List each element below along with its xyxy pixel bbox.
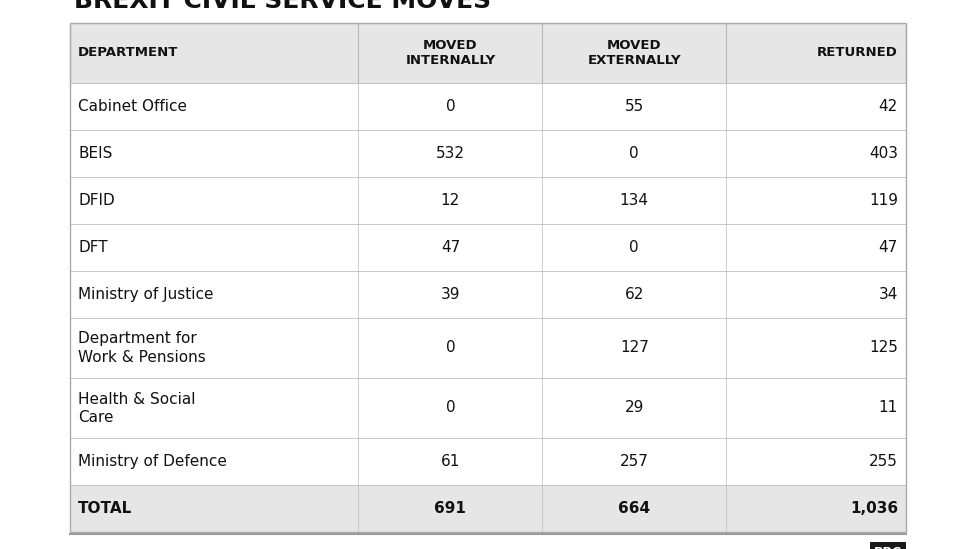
Text: 532: 532 (436, 146, 465, 161)
Bar (70, 224, 906, 271)
Text: 134: 134 (620, 193, 649, 208)
Text: 257: 257 (620, 454, 649, 469)
Bar (70, 271, 906, 318)
Text: 125: 125 (869, 340, 898, 356)
Text: 29: 29 (625, 401, 644, 416)
Text: MOVED
EXTERNALLY: MOVED EXTERNALLY (588, 39, 681, 67)
Text: 0: 0 (446, 340, 455, 356)
Text: 0: 0 (446, 401, 455, 416)
Text: 119: 119 (869, 193, 898, 208)
Bar (70, 23, 906, 83)
Bar (70, 378, 906, 438)
Text: 11: 11 (878, 401, 898, 416)
Bar (70, 438, 906, 485)
Text: 47: 47 (878, 240, 898, 255)
Text: DEPARTMENT: DEPARTMENT (78, 47, 179, 59)
Text: DFID: DFID (78, 193, 115, 208)
Bar (70, 130, 906, 177)
Text: 55: 55 (625, 99, 644, 114)
Text: 127: 127 (620, 340, 649, 356)
Text: Cabinet Office: Cabinet Office (78, 99, 187, 114)
Text: MOVED
INTERNALLY: MOVED INTERNALLY (405, 39, 496, 67)
Text: 39: 39 (440, 287, 460, 302)
Text: Ministry of Justice: Ministry of Justice (78, 287, 214, 302)
Text: 0: 0 (630, 240, 639, 255)
Bar (70, 177, 906, 224)
Bar (70, 83, 906, 130)
Text: 12: 12 (441, 193, 460, 208)
Text: 691: 691 (434, 501, 467, 516)
Text: BEIS: BEIS (78, 146, 112, 161)
Text: RETURNED: RETURNED (817, 47, 898, 59)
Text: BBC: BBC (874, 546, 902, 549)
Text: Health & Social
Care: Health & Social Care (78, 391, 195, 424)
Text: 0: 0 (446, 99, 455, 114)
Bar (870, 542, 906, 549)
Bar (70, 485, 906, 532)
Text: BREXIT CIVIL SERVICE MOVES: BREXIT CIVIL SERVICE MOVES (74, 0, 491, 13)
Text: 1,036: 1,036 (850, 501, 898, 516)
Text: DFT: DFT (78, 240, 107, 255)
Text: 403: 403 (869, 146, 898, 161)
Text: 42: 42 (878, 99, 898, 114)
Text: 664: 664 (618, 501, 650, 516)
Text: 255: 255 (869, 454, 898, 469)
Text: 0: 0 (630, 146, 639, 161)
Text: Department for
Work & Pensions: Department for Work & Pensions (78, 332, 206, 365)
Text: 61: 61 (441, 454, 460, 469)
Text: Ministry of Defence: Ministry of Defence (78, 454, 226, 469)
Text: 47: 47 (441, 240, 460, 255)
Text: TOTAL: TOTAL (78, 501, 133, 516)
Bar (70, 23, 906, 532)
Bar (70, 318, 906, 378)
Text: 34: 34 (878, 287, 898, 302)
Text: 62: 62 (625, 287, 644, 302)
